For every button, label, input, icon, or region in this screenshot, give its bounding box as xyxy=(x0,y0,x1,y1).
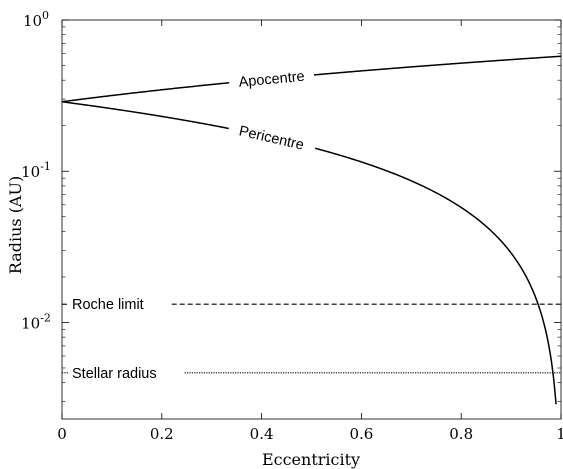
x-tick-label: 0.2 xyxy=(150,425,174,443)
reference-lines: Roche limit Stellar radius xyxy=(62,297,561,382)
y-tick-label: 100 xyxy=(23,9,49,30)
reference-line-label: Roche limit xyxy=(72,297,144,313)
pericentre-line xyxy=(61,101,557,405)
x-tick-label: 0.8 xyxy=(449,425,473,443)
apocentre-label: Apocentre xyxy=(238,69,305,91)
x-tick-label: 0 xyxy=(57,425,67,443)
y-axis-title: Radius (AU) xyxy=(6,176,25,274)
x-axis-title: Eccentricity xyxy=(262,450,360,469)
reference-line-label: Stellar radius xyxy=(72,366,157,382)
x-tick-label: 0.4 xyxy=(250,425,274,443)
pericentre-label: Pericentre xyxy=(237,123,305,153)
plot-frame xyxy=(61,19,562,420)
y-tick-label: 10-1 xyxy=(21,160,51,181)
y-tick-label: 10-2 xyxy=(21,311,51,332)
axes xyxy=(61,19,562,420)
x-tick-label: 0.6 xyxy=(349,425,373,443)
curves: Apocentre Pericentre xyxy=(61,55,562,405)
x-tick-label: 1 xyxy=(556,425,563,443)
apocentre-line xyxy=(61,55,562,103)
